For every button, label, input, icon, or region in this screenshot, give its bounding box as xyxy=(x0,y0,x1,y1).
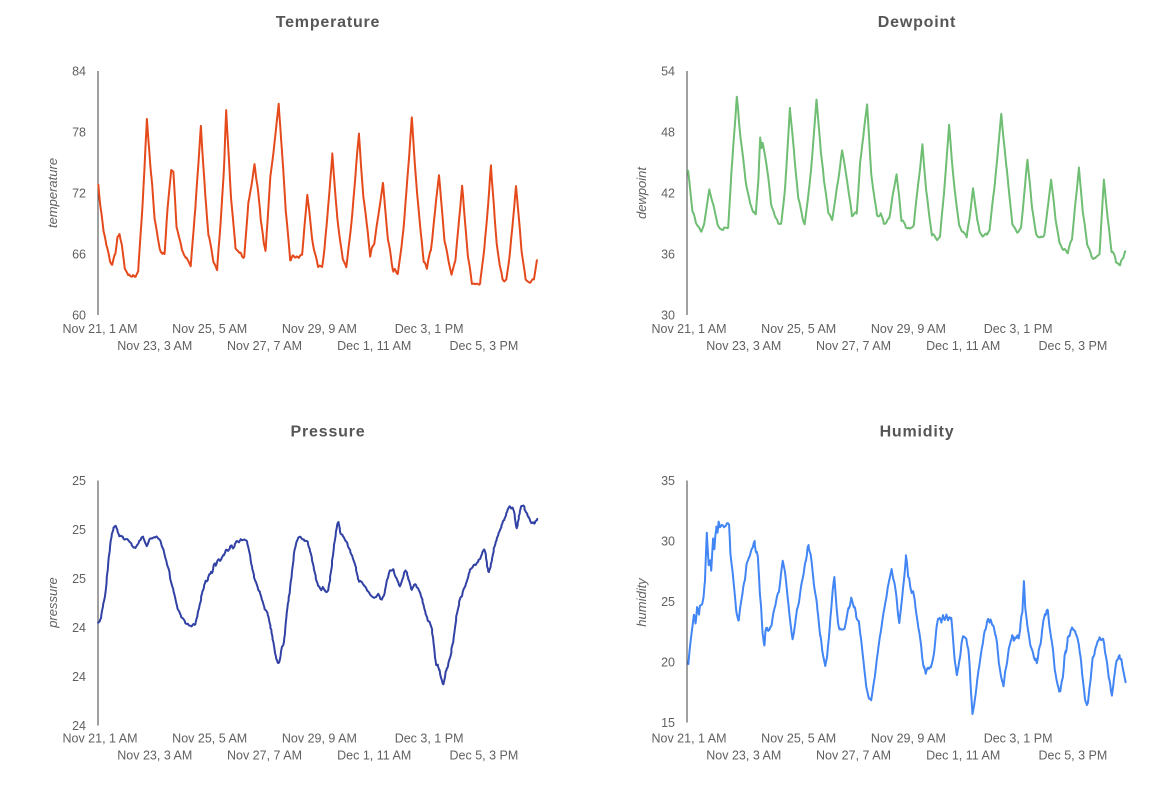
svg-text:Dec 3, 1 PM: Dec 3, 1 PM xyxy=(395,322,464,336)
svg-text:humidity: humidity xyxy=(634,577,649,627)
svg-text:30: 30 xyxy=(661,309,675,323)
svg-text:Nov 29, 9 AM: Nov 29, 9 AM xyxy=(282,322,357,336)
svg-text:Dec 1, 11 AM: Dec 1, 11 AM xyxy=(337,339,411,353)
svg-text:Nov 25, 5 AM: Nov 25, 5 AM xyxy=(172,732,247,746)
svg-text:36: 36 xyxy=(661,248,675,262)
svg-text:Nov 23, 3 AM: Nov 23, 3 AM xyxy=(706,339,781,353)
svg-text:Temperature: Temperature xyxy=(276,14,381,31)
svg-text:Nov 23, 3 AM: Nov 23, 3 AM xyxy=(117,339,192,353)
svg-text:24: 24 xyxy=(72,670,86,684)
svg-text:Nov 27, 7 AM: Nov 27, 7 AM xyxy=(816,339,891,353)
svg-text:24: 24 xyxy=(72,719,86,733)
svg-text:25: 25 xyxy=(72,474,86,488)
svg-text:Dec 5, 3 PM: Dec 5, 3 PM xyxy=(1039,339,1108,353)
svg-text:dewpoint: dewpoint xyxy=(634,166,649,219)
svg-text:Humidity: Humidity xyxy=(880,423,955,440)
svg-text:Dec 1, 11 AM: Dec 1, 11 AM xyxy=(926,749,1000,763)
svg-text:Dec 1, 11 AM: Dec 1, 11 AM xyxy=(337,749,411,763)
svg-text:15: 15 xyxy=(661,716,675,730)
svg-text:84: 84 xyxy=(72,65,86,79)
svg-text:35: 35 xyxy=(661,474,675,488)
svg-text:Nov 29, 9 AM: Nov 29, 9 AM xyxy=(282,732,357,746)
svg-text:Dec 5, 3 PM: Dec 5, 3 PM xyxy=(1039,749,1108,763)
svg-text:Nov 27, 7 AM: Nov 27, 7 AM xyxy=(227,339,302,353)
svg-text:Nov 25, 5 AM: Nov 25, 5 AM xyxy=(761,322,836,336)
svg-text:temperature: temperature xyxy=(45,158,60,228)
svg-text:Nov 27, 7 AM: Nov 27, 7 AM xyxy=(227,749,302,763)
svg-text:Nov 21, 1 AM: Nov 21, 1 AM xyxy=(62,732,137,746)
svg-text:Dec 5, 3 PM: Dec 5, 3 PM xyxy=(450,749,519,763)
svg-text:Nov 29, 9 AM: Nov 29, 9 AM xyxy=(871,732,946,746)
svg-text:Nov 21, 1 AM: Nov 21, 1 AM xyxy=(651,732,726,746)
svg-text:72: 72 xyxy=(72,187,86,201)
svg-text:66: 66 xyxy=(72,248,86,262)
svg-text:42: 42 xyxy=(661,187,675,201)
svg-text:Dec 3, 1 PM: Dec 3, 1 PM xyxy=(984,732,1053,746)
svg-text:25: 25 xyxy=(72,572,86,586)
svg-text:20: 20 xyxy=(661,656,675,670)
svg-text:Dec 1, 11 AM: Dec 1, 11 AM xyxy=(926,339,1000,353)
svg-text:30: 30 xyxy=(661,535,675,549)
svg-text:Nov 25, 5 AM: Nov 25, 5 AM xyxy=(761,732,836,746)
svg-text:Dec 3, 1 PM: Dec 3, 1 PM xyxy=(395,732,464,746)
svg-text:48: 48 xyxy=(661,126,675,140)
svg-text:25: 25 xyxy=(72,523,86,537)
svg-text:24: 24 xyxy=(72,621,86,635)
svg-text:25: 25 xyxy=(661,595,675,609)
svg-text:Dewpoint: Dewpoint xyxy=(878,14,956,31)
svg-text:Nov 29, 9 AM: Nov 29, 9 AM xyxy=(871,322,946,336)
svg-text:pressure: pressure xyxy=(45,577,60,629)
svg-text:78: 78 xyxy=(72,126,86,140)
svg-text:Nov 27, 7 AM: Nov 27, 7 AM xyxy=(816,749,891,763)
svg-text:Nov 25, 5 AM: Nov 25, 5 AM xyxy=(172,322,247,336)
svg-text:Nov 23, 3 AM: Nov 23, 3 AM xyxy=(706,749,781,763)
svg-text:Pressure: Pressure xyxy=(291,423,366,440)
svg-text:Dec 3, 1 PM: Dec 3, 1 PM xyxy=(984,322,1053,336)
svg-text:Dec 5, 3 PM: Dec 5, 3 PM xyxy=(450,339,519,353)
svg-text:54: 54 xyxy=(661,65,675,79)
svg-text:60: 60 xyxy=(72,309,86,323)
svg-text:Nov 21, 1 AM: Nov 21, 1 AM xyxy=(651,322,726,336)
svg-text:Nov 21, 1 AM: Nov 21, 1 AM xyxy=(62,322,137,336)
svg-text:Nov 23, 3 AM: Nov 23, 3 AM xyxy=(117,749,192,763)
